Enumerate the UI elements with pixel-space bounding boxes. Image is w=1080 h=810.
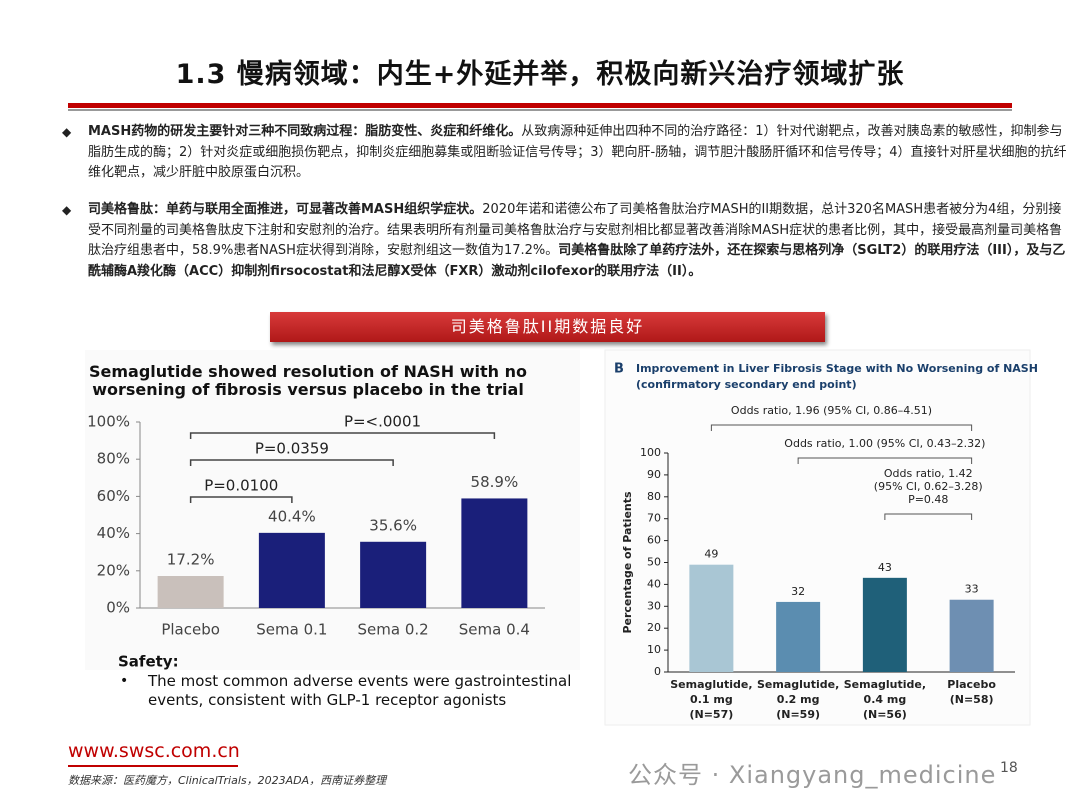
charts: Semaglutide showed resolution of NASH wi… bbox=[85, 349, 1038, 726]
bullet-text: 从致病源种延伸出四种不同的治疗路径：1）针对代谢靶点，改善对胰岛素的敏感性，抑制… bbox=[88, 124, 1067, 180]
annotation: Odds ratio, 1.42 (95% CI, 0.62–3.28) P=0.4… bbox=[874, 467, 983, 506]
title-rule bbox=[68, 103, 1012, 111]
bracket bbox=[189, 432, 496, 439]
bracket bbox=[189, 496, 293, 503]
y-tick-label: 60 bbox=[647, 534, 661, 547]
bar bbox=[776, 601, 821, 672]
bullet-lead: 司美格鲁肽：单药与联用全面推进，可显著改善MASH组织学症状。 bbox=[88, 202, 483, 217]
x-tick-label: Sema 0.2 bbox=[358, 621, 429, 639]
bracket bbox=[797, 457, 973, 464]
slide-title: 1.3 慢病领域：内生+外延并举，积极向新兴治疗领域扩张 bbox=[175, 59, 905, 90]
bracket bbox=[884, 513, 973, 520]
y-tick-label: 40 bbox=[647, 577, 661, 590]
value-label: 40.4% bbox=[268, 507, 316, 525]
y-tick-label: 60% bbox=[97, 487, 130, 505]
bullet: MASH药物的研发主要针对三种不同致病过程：脂肪变性、炎症和纤维化。从致病源种延… bbox=[62, 122, 1073, 184]
bracket bbox=[189, 459, 394, 466]
y-tick-label: 30 bbox=[647, 599, 661, 612]
bar bbox=[689, 564, 734, 672]
y-tick-label: 10 bbox=[647, 643, 661, 656]
x-tick-label: Semaglutide, 0.4 mg (N=56) bbox=[844, 678, 926, 721]
y-tick-label: 70 bbox=[647, 512, 661, 525]
y-tick-label: 50 bbox=[647, 556, 661, 569]
bullet-text: 2020年诺和诺德公布了司美格鲁肽治疗MASH的II期数据，总计320名MASH… bbox=[88, 202, 1063, 258]
y-axis-label: Percentage of Patients bbox=[621, 491, 634, 634]
y-tick-label: 20% bbox=[97, 561, 130, 579]
banner: 司美格鲁肽II期数据良好 bbox=[270, 312, 825, 342]
value-label: 17.2% bbox=[167, 551, 215, 569]
page-number: 18 bbox=[1000, 760, 1018, 776]
y-tick-label: 100 bbox=[640, 446, 661, 459]
value-label: 43 bbox=[878, 561, 892, 574]
value-label: 33 bbox=[965, 583, 979, 596]
x-tick-label: Sema 0.4 bbox=[459, 621, 530, 639]
y-tick-label: 0 bbox=[654, 665, 661, 678]
bar bbox=[157, 576, 224, 608]
x-tick-label: Placebo (N=58) bbox=[947, 678, 996, 706]
value-label: 35.6% bbox=[369, 516, 417, 534]
watermark: 公众号 · Xiangyang_medicine bbox=[628, 761, 997, 789]
x-tick-label: Sema 0.1 bbox=[256, 621, 327, 639]
y-tick-label: 100% bbox=[87, 413, 130, 431]
y-tick-label: 90 bbox=[647, 468, 661, 481]
x-tick-label: Semaglutide, 0.1 mg (N=57) bbox=[670, 678, 752, 721]
bullet: 司美格鲁肽：单药与联用全面推进，可显著改善MASH组织学症状。2020年诺和诺德… bbox=[62, 200, 1073, 282]
x-tick-label: Semaglutide, 0.2 mg (N=59) bbox=[757, 678, 839, 721]
notes-bullet-mark: • bbox=[120, 673, 128, 689]
url-rule bbox=[68, 765, 238, 767]
bar bbox=[949, 599, 994, 672]
source: 数据来源：医药魔方，ClinicalTrials，2023ADA，西南证券整理 bbox=[68, 774, 387, 787]
panel-label: B bbox=[614, 362, 624, 377]
value-label: 32 bbox=[791, 585, 805, 598]
y-tick-label: 0% bbox=[106, 599, 130, 617]
bar bbox=[461, 498, 528, 608]
annotation: P=<.0001 bbox=[344, 413, 421, 431]
annotation: P=0.0359 bbox=[255, 440, 329, 458]
bar bbox=[360, 541, 427, 608]
annotation: P=0.0100 bbox=[204, 477, 278, 495]
bullet-lead: 司美格鲁肽除了单药疗法外，还在探索与思格列净（SGLT2）的联用疗法（III），… bbox=[88, 243, 1066, 279]
bracket bbox=[710, 424, 973, 431]
annotation: Odds ratio, 1.96 (95% CI, 0.86–4.51) bbox=[731, 404, 932, 417]
value-label: 49 bbox=[704, 548, 718, 561]
y-tick-label: 20 bbox=[647, 621, 661, 634]
y-tick-label: 80% bbox=[97, 450, 130, 468]
x-tick-label: Placebo bbox=[161, 621, 220, 639]
chart-title: Semaglutide showed resolution of NASH wi… bbox=[89, 362, 527, 399]
bar bbox=[862, 577, 907, 672]
bullet-lead: MASH药物的研发主要针对三种不同致病过程：脂肪变性、炎症和纤维化。 bbox=[88, 124, 522, 139]
chart-title: Improvement in Liver Fibrosis Stage with… bbox=[636, 362, 1038, 391]
notes-text: The most common adverse events were gast… bbox=[147, 672, 571, 709]
bar bbox=[258, 532, 325, 608]
annotation: Odds ratio, 1.00 (95% CI, 0.43–2.32) bbox=[784, 437, 985, 450]
y-tick-label: 80 bbox=[647, 490, 661, 503]
url: www.swsc.com.cn bbox=[68, 740, 240, 762]
notes-heading: Safety: bbox=[118, 653, 179, 671]
y-tick-label: 40% bbox=[97, 524, 130, 542]
value-label: 58.9% bbox=[471, 473, 519, 491]
